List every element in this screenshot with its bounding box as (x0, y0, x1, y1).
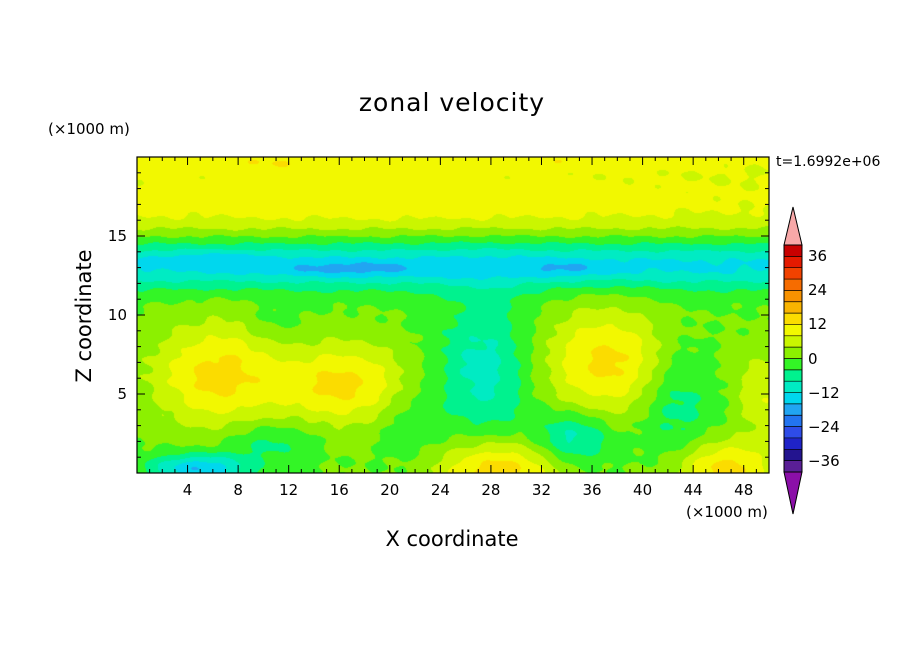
colorbar-over-arrow (783, 206, 803, 246)
y-tick-label: 5 (117, 385, 127, 403)
x-tick-label: 20 (380, 481, 400, 499)
x-tick-label: 12 (279, 481, 299, 499)
colorbar-tick-label: 0 (808, 349, 818, 368)
colorbar-bin (784, 313, 802, 325)
colorbar-bin (784, 245, 802, 257)
colorbar-tick-label: 24 (808, 281, 828, 300)
colorbar-bin (784, 358, 802, 371)
colorbar-under-arrow (783, 471, 803, 515)
colorbar-bin (784, 437, 802, 450)
colorbar-bin (784, 369, 802, 382)
colorbar-bin (784, 403, 802, 416)
x-tick-label: 28 (481, 481, 501, 499)
colorbar-bin (784, 426, 802, 439)
colorbar-bin (784, 324, 802, 337)
y-tick-label: 15 (107, 227, 127, 245)
colorbar-bin (784, 335, 802, 348)
colorbar-tick-label: −36 (808, 451, 840, 470)
colorbar-tick-label: 12 (808, 315, 828, 334)
x-tick-label: 44 (683, 481, 703, 499)
plot-frame (136, 156, 770, 474)
colorbar-bin (784, 460, 802, 473)
x-axis-label: X coordinate (385, 527, 519, 551)
colorbar-bin (784, 290, 802, 303)
colorbar-bin (784, 279, 802, 291)
colorbar-tick-label: 36 (808, 247, 828, 266)
colorbar-bin (784, 415, 802, 427)
x-axis-unit: (×1000 m) (686, 503, 768, 521)
x-tick-label: 48 (734, 481, 754, 499)
chart-title: zonal velocity (358, 88, 546, 117)
y-axis-label: Z coordinate (72, 249, 96, 383)
x-tick-label: 32 (531, 481, 552, 499)
colorbar-tick-label: −12 (808, 383, 840, 402)
x-tick-label: 16 (329, 481, 349, 499)
x-tick-label: 8 (233, 481, 243, 499)
colorbar-bin (784, 301, 802, 314)
colorbar-tick-label: −24 (808, 417, 840, 436)
x-tick-label: 4 (182, 481, 193, 499)
colorbar-bin (784, 267, 802, 280)
colorbar-bin (784, 381, 802, 393)
colorbar-bin (784, 347, 802, 359)
x-tick-label: 24 (430, 481, 450, 499)
y-axis-unit: (×1000 m) (48, 120, 130, 138)
colorbar-bin (784, 449, 802, 461)
colorbar-bin (784, 256, 802, 268)
colorbar-bin (784, 392, 802, 405)
contour-field (137, 157, 769, 473)
time-label: t=1.6992e+06 (776, 154, 881, 170)
x-tick-label: 40 (633, 481, 653, 499)
x-tick-label: 36 (582, 481, 602, 499)
y-tick-label: 10 (107, 306, 127, 324)
